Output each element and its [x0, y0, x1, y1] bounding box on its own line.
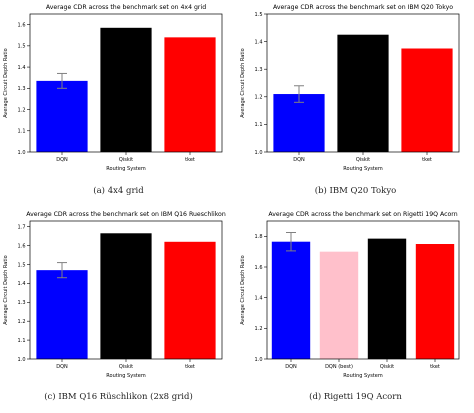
bar-qiskit [100, 233, 152, 359]
bar-qiskit [337, 34, 389, 153]
caption-d: (d) Rigetti 19Q Acorn [309, 392, 402, 402]
y-tick-label: 1.4 [18, 281, 26, 287]
y-tick-label: 1.7 [18, 224, 26, 230]
bar-tket [415, 244, 455, 359]
y-tick-label: 1.8 [255, 234, 263, 240]
y-tick-label: 1.3 [18, 300, 26, 306]
x-tick-label: DQN [293, 157, 305, 163]
chart-panel-b: Average CDR across the benchmark set on … [237, 0, 474, 180]
bar-tket [164, 37, 216, 152]
x-axis-label: Routing System [343, 373, 383, 379]
x-axis-label: Routing System [343, 166, 383, 172]
chart-panel-a: Average CDR across the benchmark set on … [0, 0, 237, 180]
x-tick-label: DQN [285, 364, 297, 370]
chart-title: Average CDR across the benchmark set on … [46, 4, 206, 11]
x-tick-label: tket [430, 364, 440, 370]
caption-b: (b) IBM Q20 Tokyo [314, 186, 397, 196]
y-tick-label: 1.6 [18, 243, 26, 249]
chart-rigetti-19q-acorn: Average CDR across the benchmark set on … [240, 211, 460, 379]
bar-tket [401, 48, 453, 152]
bar-dqn [271, 241, 311, 359]
chart-title: Average CDR across the benchmark set on … [26, 211, 226, 218]
plot-frame [29, 220, 223, 360]
chart-ibm-q20-tokyo: Average CDR across the benchmark set on … [240, 4, 460, 172]
y-tick-label: 1.2 [255, 326, 263, 332]
y-tick-label: 1.4 [18, 65, 26, 71]
bar-dqn-best [319, 251, 359, 359]
x-tick-label: Qiskit [356, 157, 370, 163]
caption-c: (c) IBM Q16 Rüschlikon (2x8 grid) [44, 392, 193, 402]
chart-panel-d: Average CDR across the benchmark set on … [237, 207, 474, 387]
x-tick-label: DQN [56, 157, 68, 163]
y-tick-label: 1.0 [255, 150, 263, 156]
y-tick-label: 1.5 [18, 262, 26, 268]
x-tick-label: Qiskit [380, 364, 394, 370]
x-tick-label: Qiskit [119, 364, 133, 370]
y-tick-label: 1.3 [18, 86, 26, 92]
caption-a: (a) 4x4 grid [93, 186, 144, 196]
y-tick-label: 1.0 [255, 357, 263, 363]
chart-title: Average CDR across the benchmark set on … [273, 4, 453, 11]
y-tick-label: 1.6 [18, 22, 26, 28]
chart-ibm-q16-rueschlikon: Average CDR across the benchmark set on … [3, 211, 226, 379]
bar-tket [164, 241, 216, 359]
y-tick-label: 1.4 [255, 39, 263, 45]
y-tick-label: 1.1 [255, 122, 263, 128]
chart-title: Average CDR across the benchmark set on … [268, 211, 457, 218]
plot-frame [266, 220, 460, 360]
y-tick-label: 1.5 [18, 44, 26, 50]
y-tick-label: 1.2 [18, 319, 26, 325]
y-axis-label: Average Circuit Depth Ratio [240, 255, 246, 324]
x-tick-label: Qiskit [119, 157, 133, 163]
chart-panel-c: Average CDR across the benchmark set on … [0, 207, 237, 387]
plot-frame [266, 13, 460, 153]
y-tick-label: 1.3 [255, 67, 263, 73]
bar-qiskit [367, 238, 407, 359]
x-tick-label: tket [422, 157, 432, 163]
y-tick-label: 1.4 [255, 295, 263, 301]
x-tick-label: DQN [56, 364, 68, 370]
x-tick-label: tket [185, 364, 195, 370]
x-tick-label: DQN (best) [325, 364, 353, 370]
y-axis-label: Average Circuit Depth Ratio [240, 48, 246, 117]
bar-dqn [36, 270, 88, 359]
y-tick-label: 1.2 [255, 95, 263, 101]
y-tick-label: 1.6 [255, 265, 263, 271]
y-tick-label: 1.5 [255, 12, 263, 18]
x-tick-label: tket [185, 157, 195, 163]
bar-dqn [273, 94, 325, 152]
y-tick-label: 1.2 [18, 107, 26, 113]
y-tick-label: 1.0 [18, 150, 26, 156]
plot-frame [29, 13, 223, 153]
y-axis-label: Average Circuit Depth Ratio [3, 255, 9, 324]
bar-dqn [36, 80, 88, 152]
y-tick-label: 1.0 [18, 357, 26, 363]
y-tick-label: 1.1 [18, 129, 26, 135]
bar-qiskit [100, 27, 152, 152]
x-axis-label: Routing System [106, 166, 146, 172]
x-axis-label: Routing System [106, 373, 146, 379]
y-tick-label: 1.1 [18, 338, 26, 344]
chart-4x4-grid: Average CDR across the benchmark set on … [3, 4, 223, 172]
y-axis-label: Average Circuit Depth Ratio [3, 48, 9, 117]
